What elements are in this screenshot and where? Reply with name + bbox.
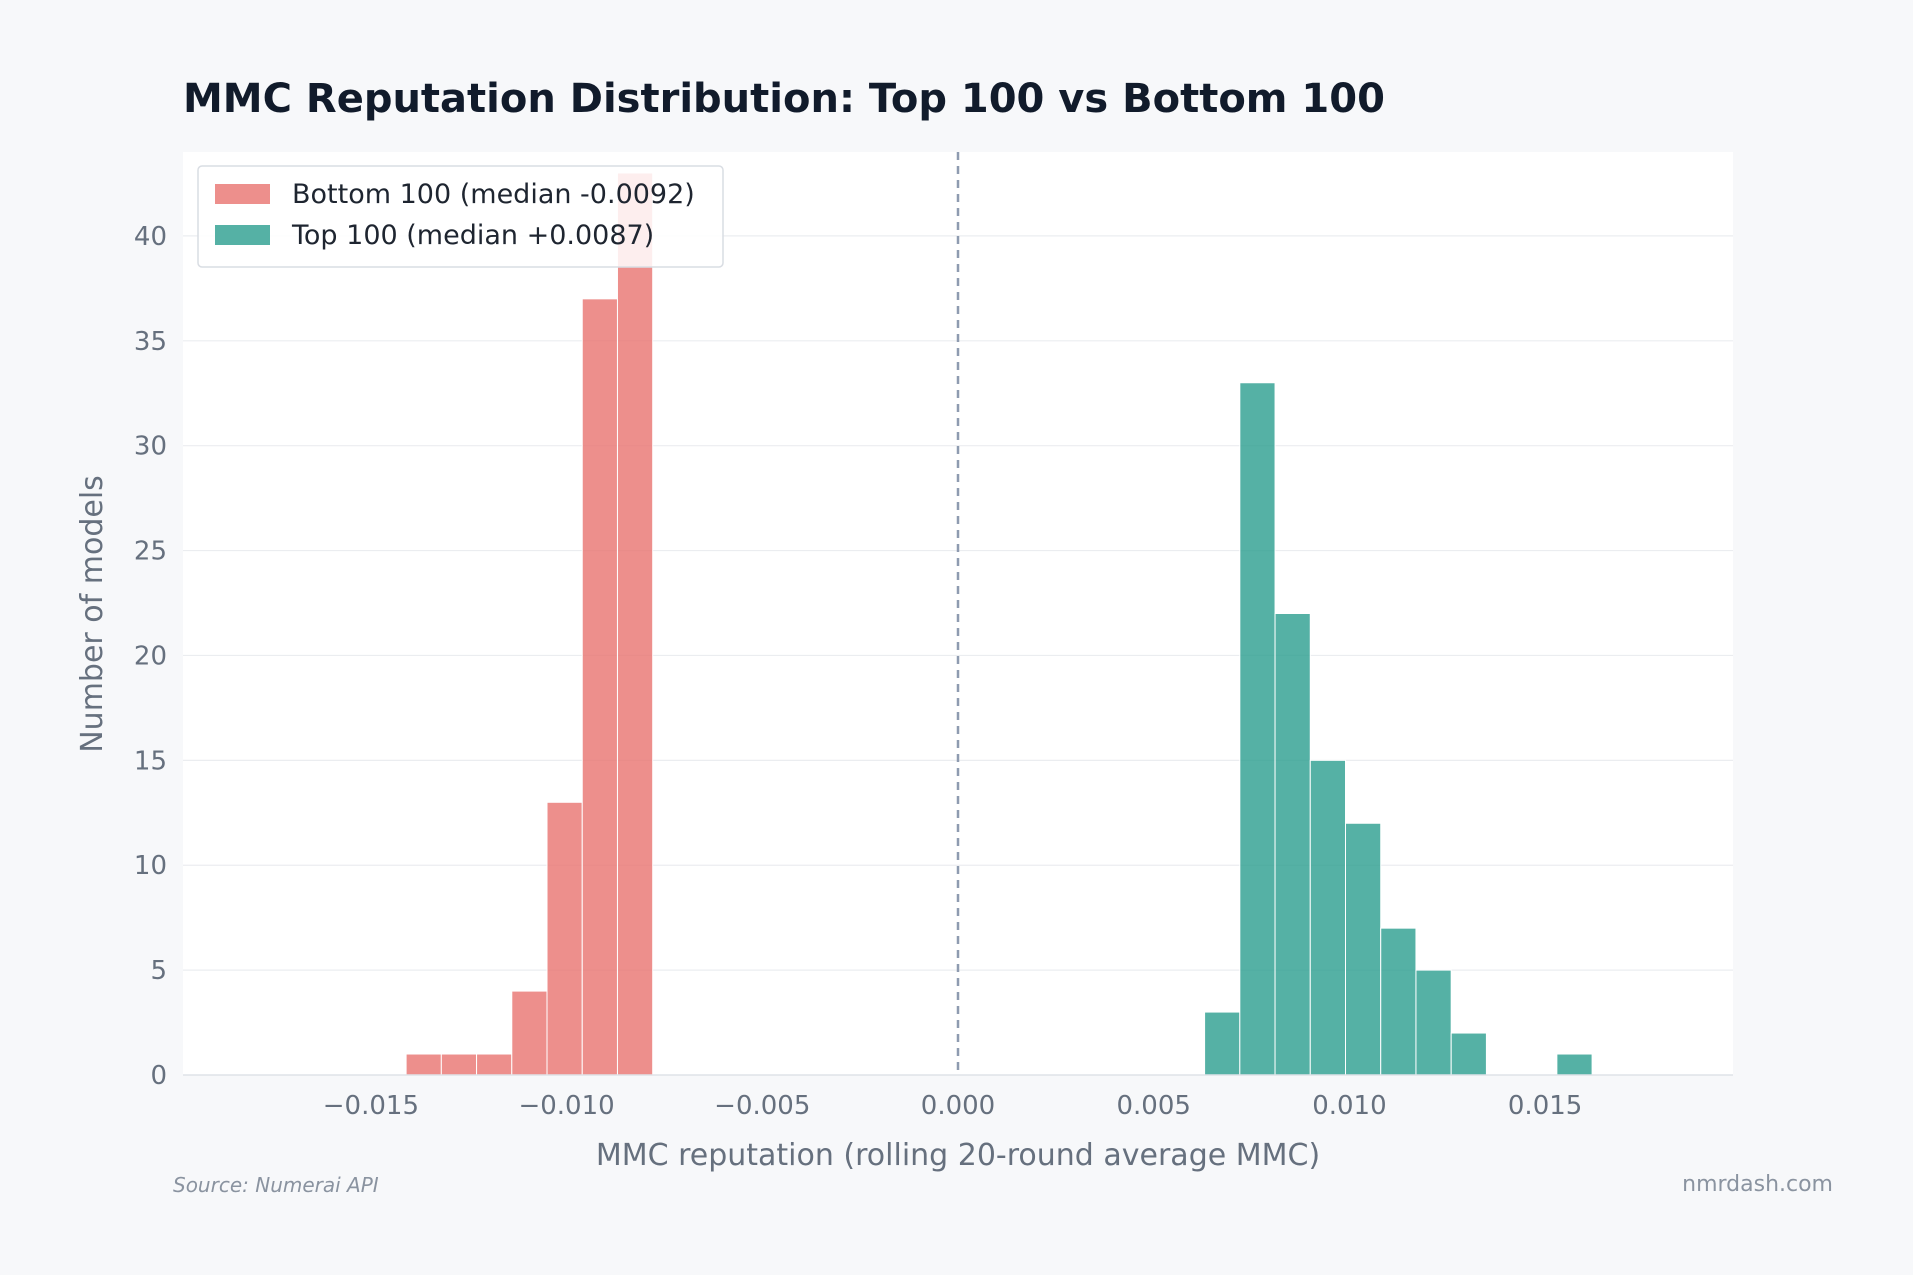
- source-note: Source: Numerai API: [173, 1173, 379, 1197]
- y-tick-label: 30: [134, 432, 167, 462]
- x-tick-label: −0.005: [714, 1091, 810, 1121]
- y-tick-label: 25: [134, 537, 167, 567]
- x-tick-label: 0.005: [1116, 1091, 1190, 1121]
- y-tick-label: 20: [134, 641, 167, 671]
- histogram-bar: [1274, 613, 1311, 1076]
- x-tick-label: 0.000: [921, 1091, 995, 1121]
- histogram-bar: [440, 1053, 478, 1076]
- legend-box: [197, 165, 724, 268]
- histogram-bar: [1204, 1011, 1241, 1076]
- histogram-bar: [1415, 969, 1452, 1076]
- chart-title: MMC Reputation Distribution: Top 100 vs …: [183, 76, 1385, 122]
- y-axis-label: Number of models: [75, 475, 110, 753]
- plot-area: [183, 152, 1733, 1075]
- histogram-bar: [1380, 927, 1417, 1076]
- y-tick-label: 40: [134, 222, 167, 252]
- legend: Bottom 100 (median -0.0092) Top 100 (med…: [197, 165, 724, 268]
- x-axis-ticks: −0.015 −0.010 −0.005 0.000 0.005 0.010 0.015: [323, 1091, 1583, 1121]
- legend-swatch-top-100: [215, 225, 270, 245]
- histogram-bar: [1556, 1053, 1593, 1076]
- y-axis-ticks: 0 5 10 15 20 25 30 35 40: [134, 222, 167, 1091]
- histogram-bar: [1239, 382, 1276, 1076]
- y-tick-label: 5: [150, 956, 167, 986]
- x-tick-label: 0.010: [1312, 1091, 1386, 1121]
- x-tick-label: −0.015: [323, 1091, 419, 1121]
- series-top-100: [1204, 382, 1593, 1076]
- legend-label-top-100: Top 100 (median +0.0087): [291, 220, 654, 251]
- brand-label: nmrdash.com: [1682, 1172, 1833, 1197]
- histogram-bar: [1450, 1032, 1487, 1076]
- histogram-bar: [511, 990, 548, 1076]
- histogram-bar: [546, 801, 583, 1076]
- y-tick-label: 0: [150, 1061, 167, 1091]
- series-bottom-100: [405, 172, 654, 1076]
- x-tick-label: −0.010: [518, 1091, 614, 1121]
- x-tick-label: 0.015: [1508, 1091, 1582, 1121]
- y-tick-label: 15: [134, 746, 167, 776]
- legend-swatch-bottom-100: [215, 184, 270, 204]
- y-tick-label: 10: [134, 851, 167, 881]
- legend-label-bottom-100: Bottom 100 (median -0.0092): [292, 179, 695, 210]
- histogram-bars: [405, 172, 1593, 1076]
- x-axis-label: MMC reputation (rolling 20-round average…: [596, 1138, 1320, 1173]
- histogram-bar: [405, 1053, 442, 1076]
- histogram-bar: [476, 1053, 513, 1076]
- histogram-bar: [1309, 759, 1346, 1076]
- histogram-bar: [1345, 822, 1382, 1076]
- y-tick-label: 35: [134, 327, 167, 357]
- histogram-bar: [581, 298, 618, 1076]
- histogram-bar: [616, 172, 654, 1076]
